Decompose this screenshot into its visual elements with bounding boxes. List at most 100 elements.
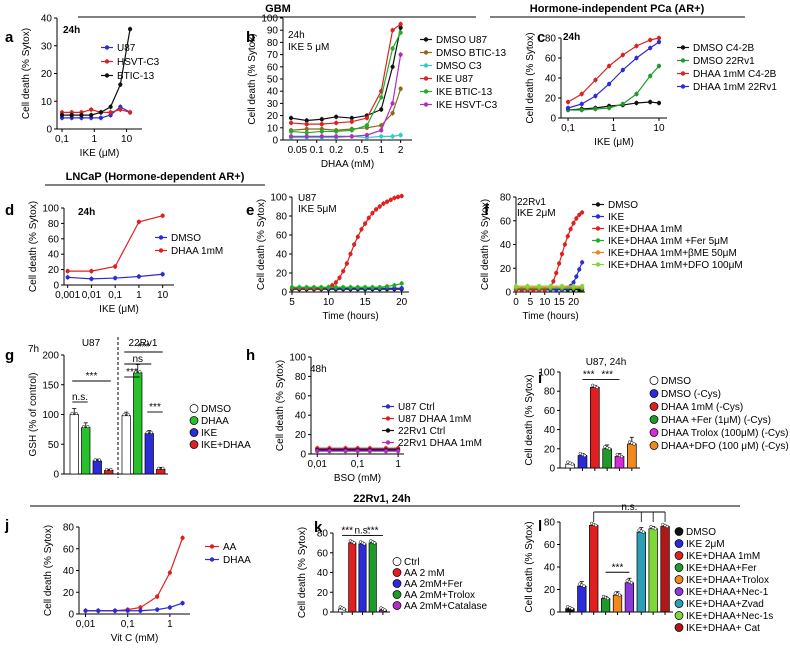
data-point (155, 607, 160, 612)
data-point (620, 101, 625, 107)
bar (133, 372, 143, 475)
data-point (138, 605, 143, 610)
replicate-dot (149, 430, 153, 435)
legend-marker (595, 226, 601, 231)
legend-label: DMSO (201, 404, 231, 415)
x-axis-label: IKE (μM) (80, 148, 120, 159)
y-tick-label: 0 (53, 281, 59, 292)
bar (612, 594, 623, 613)
x-axis-label: Vit C (mM) (111, 633, 159, 644)
x-tick-label: 0,1 (351, 459, 365, 470)
replicate-dot (161, 466, 165, 470)
bar (589, 525, 599, 613)
legend-label: IKE+DHAA (201, 440, 251, 451)
section-header-hormone-independent: Hormone-independent PCa (AR+) (530, 3, 705, 15)
y-axis-label: Cell death (% Sytox) (21, 28, 32, 119)
panel-annotation: U87 (298, 193, 317, 204)
data-point (167, 605, 172, 610)
data-point (352, 242, 357, 247)
legend-label: DMSO (608, 200, 638, 211)
legend-marker (674, 623, 684, 632)
data-point (355, 234, 360, 239)
data-point (607, 81, 612, 87)
legend-label: AA 2mM+Catalase (404, 601, 488, 612)
replicate-dot (595, 385, 599, 390)
y-tick-label: 100 (42, 410, 59, 421)
data-point (379, 95, 384, 100)
legend-marker (595, 202, 601, 207)
replicate-dot (665, 524, 669, 529)
data-point (304, 122, 309, 127)
panel-letter: i (538, 370, 542, 387)
data-point (304, 134, 309, 139)
legend-label: HSVT-C3 (117, 57, 160, 68)
data-point (577, 212, 582, 217)
y-tick-label: 40 (276, 250, 288, 261)
replicate-dot (138, 370, 142, 374)
x-tick-label: 0.05 (288, 145, 308, 156)
data-point (359, 227, 364, 232)
y-tick-label: 0 (53, 470, 59, 481)
data-point (349, 119, 354, 124)
data-point (333, 285, 338, 290)
panel-k: 0 20 40 60 80 Cell death (% Sytox) *** n.s.*** C… (297, 519, 488, 619)
y-tick-label: 80 (267, 38, 279, 49)
x-axis-label: BSO (mM) (334, 473, 381, 484)
bar (614, 456, 625, 469)
data-point (392, 283, 397, 288)
legend-label: DHAA 1mM 22Rv1 (693, 82, 777, 93)
y-tick-label: 20 (63, 588, 75, 599)
y-tick-label: 0 (550, 114, 556, 125)
data-point (399, 193, 404, 199)
panel-c: 0 20 40 60 80 Cell death (% Sytox) 0,1 1 10 IKE (… (525, 29, 777, 148)
data-point (288, 129, 294, 134)
data-point (557, 261, 562, 266)
data-point (118, 82, 123, 87)
data-point (620, 67, 625, 73)
section-header-lncap: LNCaP (Hormone-dependent AR+) (66, 171, 245, 183)
replicate-dot (582, 584, 586, 588)
x-tick-label: 20 (396, 297, 408, 308)
data-point (398, 133, 403, 138)
data-point (311, 285, 317, 290)
legend-marker (674, 527, 684, 536)
legend-label: DMSO (686, 527, 716, 538)
panel-letter: a (5, 29, 14, 46)
legend-marker (674, 575, 684, 584)
data-point (341, 285, 346, 290)
y-tick-label: 40 (295, 411, 307, 422)
data-point (648, 37, 653, 43)
data-point (344, 261, 349, 266)
data-point (565, 234, 570, 239)
legend-label: IKE (608, 212, 624, 223)
y-axis-label: Cell death (% Sytox) (256, 199, 267, 290)
legend-marker (104, 45, 110, 50)
significance-label: *** (367, 525, 379, 536)
y-axis-label: Cell death (% Sytox) (275, 360, 286, 451)
x-tick-label: 0,1 (561, 123, 575, 134)
panel-annotation-2: IKE 2μM (517, 208, 556, 219)
significance-label: *** (86, 371, 98, 382)
bar (81, 427, 91, 475)
x-tick-label: 10 (157, 290, 169, 301)
legend-label: IKE (201, 428, 217, 439)
legend-marker (392, 557, 402, 566)
data-point (377, 204, 382, 209)
panel-annotation: 7h (28, 344, 39, 355)
data-point (634, 43, 639, 49)
legend-label: DMSO U87 (436, 35, 488, 46)
data-point (390, 28, 395, 33)
legend-label: IKE 2μM (686, 539, 725, 550)
data-point (366, 215, 371, 220)
replicate-dot (157, 466, 161, 470)
x-tick-label: 1 (611, 123, 617, 134)
data-point (319, 134, 324, 139)
y-tick-label: 20 (295, 430, 307, 441)
data-point (349, 134, 354, 139)
panel-letter: j (4, 517, 9, 534)
y-tick-label: 20 (41, 69, 53, 80)
series-line-2 (567, 37, 660, 103)
y-tick-label: 20 (545, 94, 557, 105)
